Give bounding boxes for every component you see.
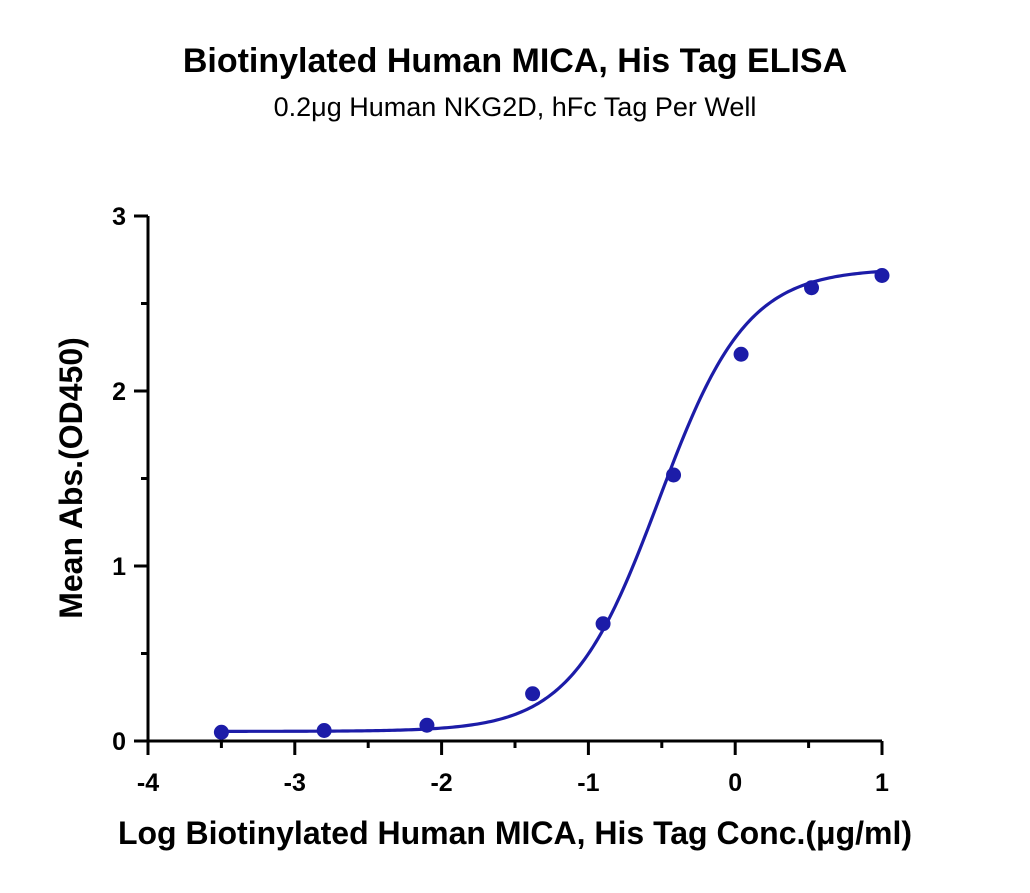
y-tick-label-1: 1 <box>112 553 126 581</box>
y-tick-label-0: 0 <box>112 728 126 756</box>
data-point <box>804 280 820 296</box>
data-point <box>666 467 682 483</box>
x-tick-label-1: -3 <box>284 769 306 797</box>
data-point <box>874 268 890 283</box>
x-tick-label-5: 1 <box>875 769 889 797</box>
data-point <box>419 717 435 733</box>
plot-area: 0 1 2 3 -4 -3 -2 -1 0 1 <box>112 203 890 797</box>
chart-title: Biotinylated Human MICA, His Tag ELISA <box>183 42 847 80</box>
chart-subtitle: 0.2μg Human NKG2D, hFc Tag Per Well <box>274 92 757 122</box>
x-tick-label-4: 0 <box>728 769 742 797</box>
fit-curve <box>221 269 883 733</box>
y-axis-label: Mean Abs.(OD450) <box>53 337 89 619</box>
x-tick-label-2: -2 <box>430 769 452 797</box>
x-tick-label-3: -1 <box>577 769 599 797</box>
data-point <box>595 616 611 632</box>
data-point <box>213 724 229 740</box>
data-point <box>316 723 332 738</box>
data-point <box>733 346 749 362</box>
y-tick-label-3: 3 <box>112 203 126 231</box>
x-axis-label: Log Biotinylated Human MICA, His Tag Con… <box>118 815 912 851</box>
x-tick-label-0: -4 <box>137 769 159 797</box>
y-tick-label-2: 2 <box>112 378 126 406</box>
data-point <box>525 686 541 702</box>
